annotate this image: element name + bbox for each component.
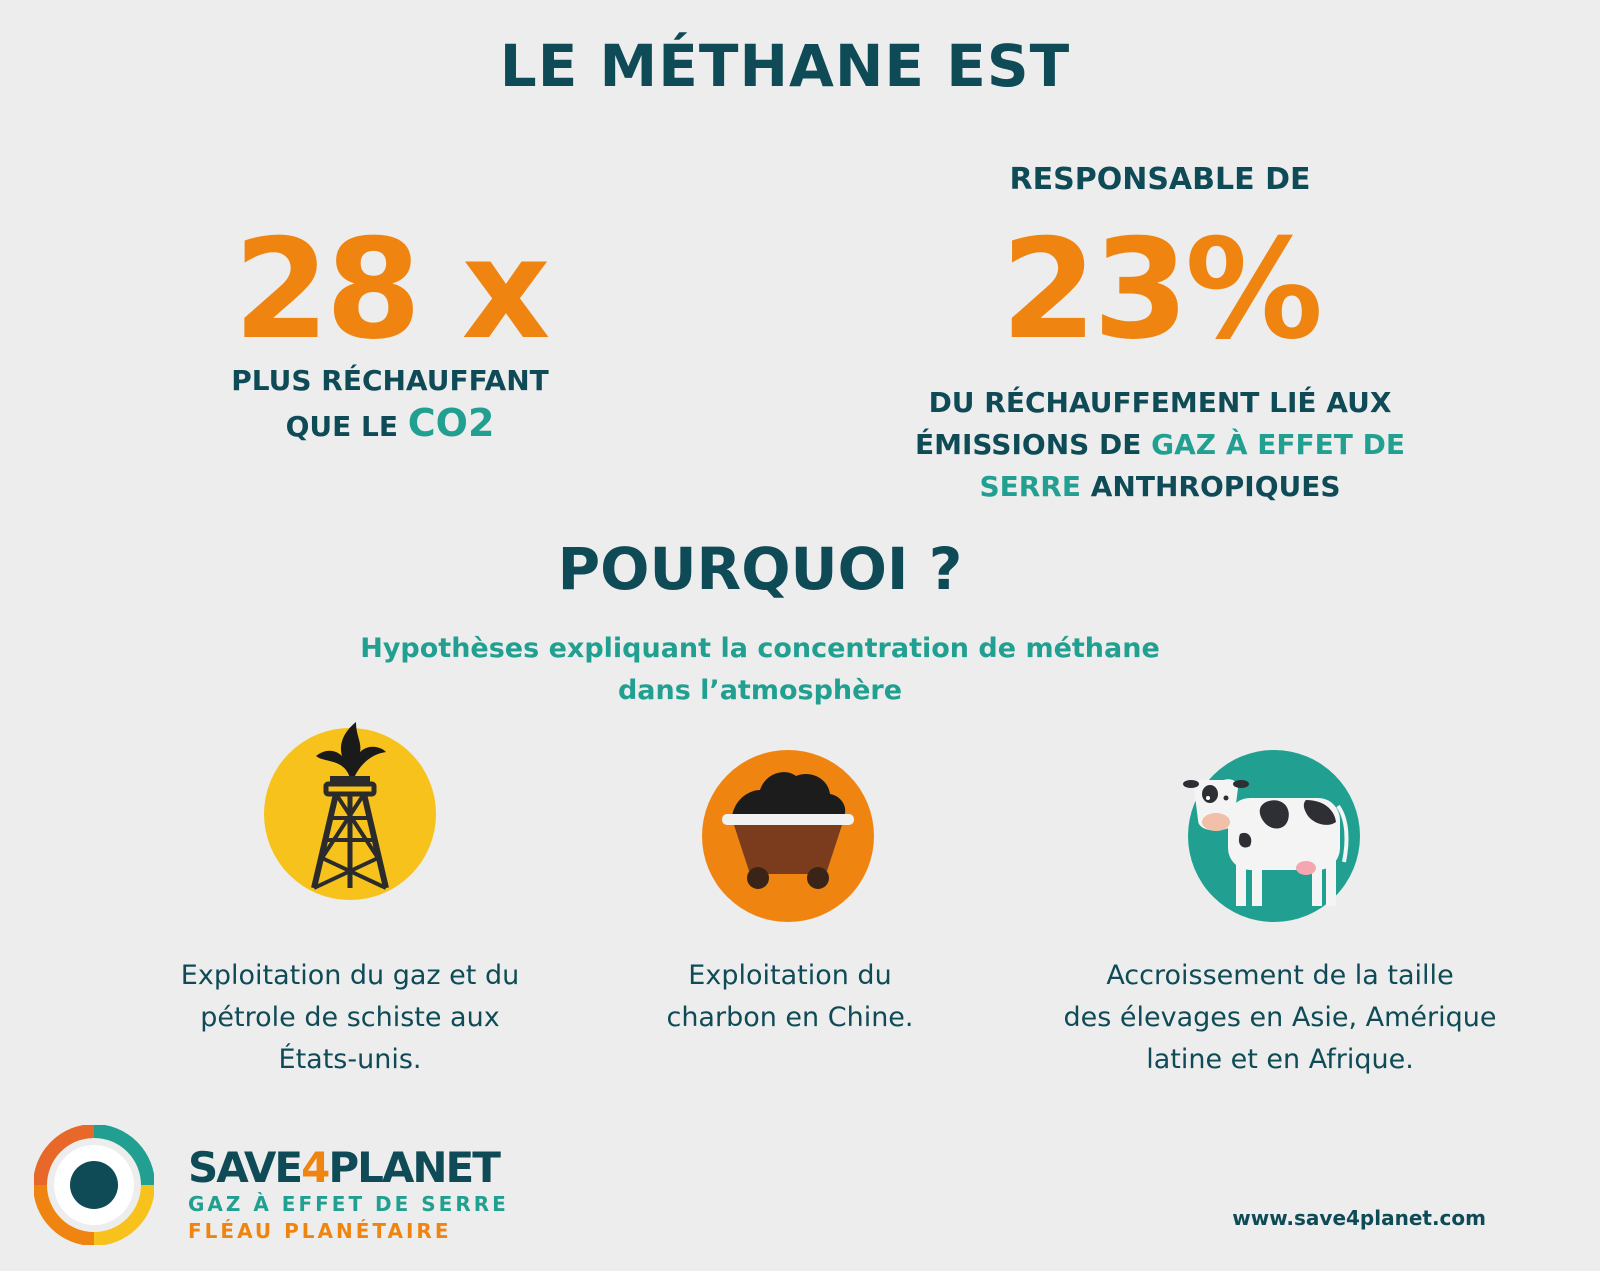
page-title: LE MÉTHANE EST xyxy=(499,32,1071,100)
caption-text: ÉMISSIONS DE xyxy=(914,428,1152,461)
ghg-highlight: SERRE xyxy=(979,470,1081,503)
caption-text: QUE LE xyxy=(285,410,408,443)
hypothesis-line: charbon en Chine. xyxy=(666,1002,914,1033)
stat-pre-caption: RESPONSABLE DE xyxy=(1009,162,1311,197)
stat-caption: DU RÉCHAUFFEMENT LIÉ AUX ÉMISSIONS DE GA… xyxy=(860,382,1460,508)
hypothesis-line: Exploitation du gaz et du xyxy=(180,960,520,991)
caption-line: QUE LE CO2 xyxy=(140,402,640,448)
hypothesis-line: pétrole de schiste aux xyxy=(200,1002,500,1033)
brand-block: SAVE4PLANET GAZ À EFFET DE SERRE FLÉAU P… xyxy=(188,1145,509,1245)
website-link[interactable]: www.save4planet.com xyxy=(1232,1206,1486,1230)
hypothesis-line: des élevages en Asie, Amérique xyxy=(1063,1002,1497,1033)
hypothesis-line: États-unis. xyxy=(278,1044,422,1075)
stat-value: 28 x xyxy=(233,209,550,370)
caption-line: DU RÉCHAUFFEMENT LIÉ AUX xyxy=(928,386,1392,419)
brand-tagline: GAZ À EFFET DE SERRE xyxy=(188,1192,509,1216)
brand-text: PLANET xyxy=(328,1143,501,1192)
co2-highlight: CO2 xyxy=(407,401,495,445)
cow-icon xyxy=(1183,750,1360,922)
hypothesis-shale-gas: Exploitation du gaz et du pétrole de sch… xyxy=(130,955,570,1081)
caption-text: ANTHROPIQUES xyxy=(1081,470,1341,503)
caption-line: SERRE ANTHROPIQUES xyxy=(860,466,1460,508)
subtitle-line: Hypothèses expliquant la concentration d… xyxy=(360,633,1160,664)
stat-warming-factor: 28 x PLUS RÉCHAUFFANT QUE LE CO2 xyxy=(140,220,640,448)
stat-value: 23% xyxy=(1000,209,1323,370)
brand-name: SAVE4PLANET xyxy=(188,1145,509,1191)
hypothesis-line: Accroissement de la taille xyxy=(1106,960,1454,991)
hypothesis-line: latine et en Afrique. xyxy=(1146,1044,1414,1075)
section-title: POURQUOI ? xyxy=(557,535,963,603)
stat-share-of-warming: RESPONSABLE DE 23% DU RÉCHAUFFEMENT LIÉ … xyxy=(860,160,1460,508)
stat-caption: PLUS RÉCHAUFFANT QUE LE CO2 xyxy=(140,360,640,448)
save4planet-logo-icon xyxy=(34,1125,154,1245)
coal-cart-icon xyxy=(702,750,874,922)
hypothesis-line: Exploitation du xyxy=(688,960,892,991)
section-subtitle: Hypothèses expliquant la concentration d… xyxy=(280,628,1240,712)
hypothesis-coal: Exploitation du charbon en Chine. xyxy=(600,955,980,1039)
ghg-highlight: GAZ À EFFET DE xyxy=(1151,428,1406,461)
caption-line: PLUS RÉCHAUFFANT xyxy=(231,364,549,397)
brand-text: SAVE xyxy=(188,1143,303,1192)
subtitle-line: dans l’atmosphère xyxy=(617,675,903,706)
caption-line: ÉMISSIONS DE GAZ À EFFET DE xyxy=(860,424,1460,466)
brand-tagline: FLÉAU PLANÉTAIRE xyxy=(188,1219,452,1243)
brand-number: 4 xyxy=(301,1143,330,1192)
oil-derrick-icon xyxy=(264,722,436,900)
hypothesis-livestock: Accroissement de la taille des élevages … xyxy=(1020,955,1540,1081)
